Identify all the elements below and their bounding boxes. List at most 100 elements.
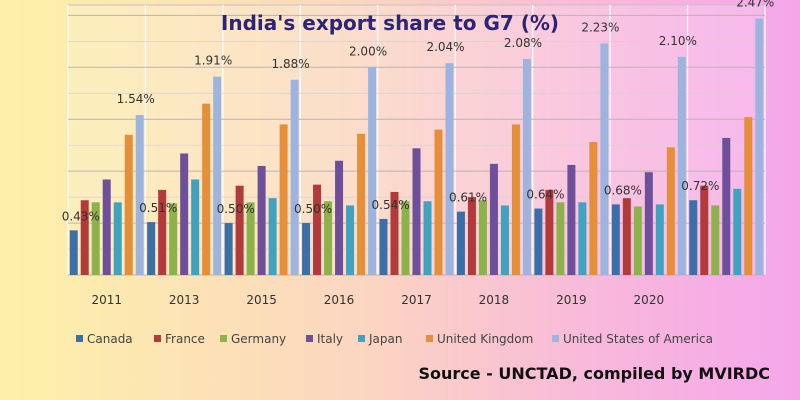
legend-label: Canada [87,332,133,346]
source-note: Source - UNCTAD, compiled by MVIRDC [418,364,770,383]
legend-swatch [426,335,433,342]
bar [80,200,89,275]
data-label: 2.10% [659,34,697,48]
bar [644,172,653,275]
data-label: 2.00% [349,44,387,58]
bar [368,67,377,275]
bar [268,198,277,275]
bar [633,206,642,275]
bar [169,203,178,275]
legend-swatch [154,335,161,342]
legend-swatch [552,335,559,342]
x-tick-label: 2015 [246,293,277,307]
data-label: 0.72% [681,179,719,193]
bar [324,201,333,275]
bar [102,179,111,275]
legend-swatch [76,335,83,342]
bar [213,76,222,276]
bar [91,202,100,275]
bar [279,124,288,275]
x-axis-ticks: 2011 2013 2015 2016 2017 2018 2019 2020 [91,293,664,307]
bar [600,43,609,275]
bar [147,222,156,275]
bar [489,163,498,275]
bar [500,205,509,275]
bar [335,160,344,275]
bar [135,115,144,275]
legend-swatch [220,335,227,342]
legend-label: United States of America [563,332,713,346]
data-label: 1.91% [194,54,232,68]
data-label: 0.43% [62,209,100,223]
bar [257,165,266,275]
bar [246,202,255,275]
bar [744,117,753,276]
data-label: 0.50% [217,202,255,216]
bar [445,63,454,276]
bar [191,179,200,275]
bar [346,205,355,275]
x-tick-label: 2019 [556,293,587,307]
data-label: 1.88% [272,57,310,71]
legend-swatch [306,335,313,342]
bar [357,133,366,275]
bar [622,198,631,275]
data-label: 0.51% [139,201,177,215]
bar [124,134,133,275]
bar [158,189,167,275]
bar [290,79,299,276]
bar [589,142,598,275]
data-labels: 0.43% 1.54% 0.51% 1.91% 0.50% 1.88% 0.50% 2.00%… [62,0,775,223]
bar [379,218,388,275]
data-label: 0.50% [294,202,332,216]
bar [390,191,399,275]
data-label: 0.54% [372,198,410,212]
bar [567,164,576,275]
legend-label: France [165,332,205,346]
legend-label: Italy [317,332,343,346]
data-label: 0.64% [526,188,564,202]
data-label: 0.61% [449,191,487,205]
x-tick-label: 2011 [91,293,122,307]
bar [511,124,520,275]
bar [578,202,587,275]
bar [313,184,322,275]
legend: Canada France Germany Italy Japan United King… [76,332,713,346]
bar [224,223,233,275]
bar [401,201,410,275]
legend-label: Japan [368,332,402,346]
bar [180,153,189,275]
bar [467,197,476,275]
bar [655,204,664,275]
legend-swatch [358,335,365,342]
x-tick-label: 2013 [169,293,200,307]
x-tick-label: 2020 [634,293,665,307]
data-label: 2.47% [736,0,774,10]
bar [478,200,487,275]
data-label: 2.04% [426,40,464,54]
data-label: 0.68% [604,183,642,197]
bar [711,205,720,275]
data-label: 1.54% [117,92,155,106]
chart-title: India's export share to G7 (%) [221,11,559,35]
bar [733,188,742,275]
bar [113,202,122,275]
bar [755,18,764,275]
bar [302,223,311,275]
x-tick-label: 2017 [401,293,432,307]
data-label: 2.08% [504,36,542,50]
plot-area: 0.43% 1.54% 0.51% 1.91% 0.50% 1.88% 0.50% 2.00%… [62,0,775,307]
bar [522,59,531,275]
legend-label: United Kingdom [437,332,533,346]
bar [677,56,686,275]
legend-label: Germany [231,332,286,346]
x-tick-label: 2016 [324,293,355,307]
bar [556,202,565,275]
bar [689,200,698,275]
bar [722,137,731,275]
bar [534,208,543,275]
bar [423,201,432,275]
bar [666,147,675,275]
bar [69,230,78,275]
